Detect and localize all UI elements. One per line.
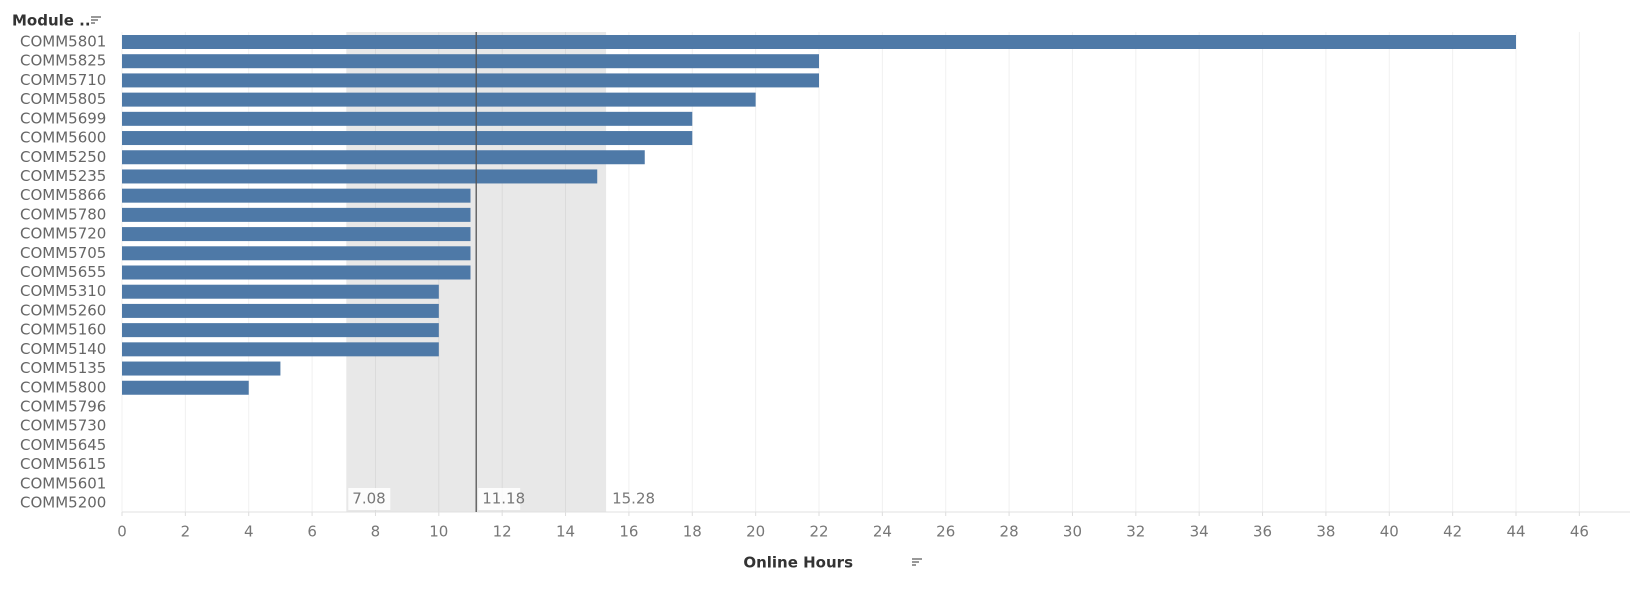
bar <box>122 150 645 165</box>
bar <box>122 265 471 280</box>
x-tick-label: 0 <box>117 523 127 541</box>
reference-label: 7.08 <box>352 490 385 508</box>
bar <box>122 284 439 299</box>
bar <box>122 303 439 318</box>
y-tick-label: COMM5645 <box>20 436 106 454</box>
bar <box>122 227 471 242</box>
reference-label: 11.18 <box>482 490 525 508</box>
bar <box>122 188 471 203</box>
x-tick-label: 28 <box>1000 523 1019 541</box>
y-axis-title: Module .. <box>12 12 91 30</box>
sort-icon <box>91 16 101 24</box>
x-tick-label: 46 <box>1570 523 1589 541</box>
x-tick-label: 42 <box>1443 523 1462 541</box>
y-tick-label: COMM5655 <box>20 263 106 281</box>
y-tick-label: COMM5601 <box>20 474 106 492</box>
bar <box>122 111 693 126</box>
x-tick-label: 36 <box>1253 523 1272 541</box>
y-tick-label: COMM5310 <box>20 282 106 300</box>
y-tick-label: COMM5780 <box>20 205 106 223</box>
x-tick-label: 14 <box>556 523 575 541</box>
x-axis-title: Online Hours <box>743 554 853 572</box>
sort-icon <box>912 558 922 566</box>
x-tick-label: 30 <box>1063 523 1082 541</box>
y-tick-label: COMM5260 <box>20 301 106 319</box>
bar <box>122 131 693 146</box>
bar <box>122 207 471 222</box>
bar <box>122 169 598 184</box>
bar <box>122 92 756 107</box>
label-bg <box>348 488 391 510</box>
x-tick-label: 38 <box>1316 523 1335 541</box>
bar <box>122 35 1516 49</box>
y-tick-label: COMM5200 <box>20 494 106 512</box>
x-tick-label: 32 <box>1126 523 1145 541</box>
y-tick-label: COMM5135 <box>20 359 106 377</box>
x-tick-label: 12 <box>493 523 512 541</box>
bar <box>122 73 819 88</box>
y-tick-label: COMM5140 <box>20 340 106 358</box>
x-tick-label: 40 <box>1380 523 1399 541</box>
x-tick-label: 16 <box>619 523 638 541</box>
bar <box>122 342 439 357</box>
y-tick-label: COMM5825 <box>20 52 106 70</box>
x-tick-label: 24 <box>873 523 892 541</box>
x-tick-label: 44 <box>1506 523 1525 541</box>
y-tick-label: COMM5615 <box>20 455 106 473</box>
y-tick-label: COMM5796 <box>20 397 106 415</box>
x-tick-label: 20 <box>746 523 765 541</box>
y-tick-label: COMM5805 <box>20 90 106 108</box>
x-tick-label: 10 <box>429 523 448 541</box>
x-tick-label: 26 <box>936 523 955 541</box>
x-tick-label: 22 <box>809 523 828 541</box>
y-tick-label: COMM5720 <box>20 225 106 243</box>
bar <box>122 361 281 376</box>
bar <box>122 54 819 69</box>
reference-label: 15.28 <box>612 490 655 508</box>
y-tick-label: COMM5710 <box>20 71 106 89</box>
x-tick-label: 6 <box>307 523 317 541</box>
x-tick-label: 18 <box>683 523 702 541</box>
bar <box>122 380 249 395</box>
y-tick-label: COMM5235 <box>20 167 106 185</box>
bar <box>122 246 471 261</box>
x-tick-label: 34 <box>1190 523 1209 541</box>
y-tick-label: COMM5600 <box>20 129 106 147</box>
label-bg <box>478 488 521 510</box>
y-tick-label: COMM5801 <box>20 33 106 51</box>
x-tick-label: 8 <box>371 523 381 541</box>
y-tick-label: COMM5160 <box>20 321 106 339</box>
y-tick-label: COMM5800 <box>20 378 106 396</box>
y-tick-label: COMM5250 <box>20 148 106 166</box>
x-tick-label: 4 <box>244 523 254 541</box>
y-tick-label: COMM5866 <box>20 186 106 204</box>
x-tick-label: 2 <box>181 523 191 541</box>
y-tick-label: COMM5699 <box>20 109 106 127</box>
bar <box>122 323 439 338</box>
y-tick-label: COMM5705 <box>20 244 106 262</box>
y-tick-label: COMM5730 <box>20 417 106 435</box>
